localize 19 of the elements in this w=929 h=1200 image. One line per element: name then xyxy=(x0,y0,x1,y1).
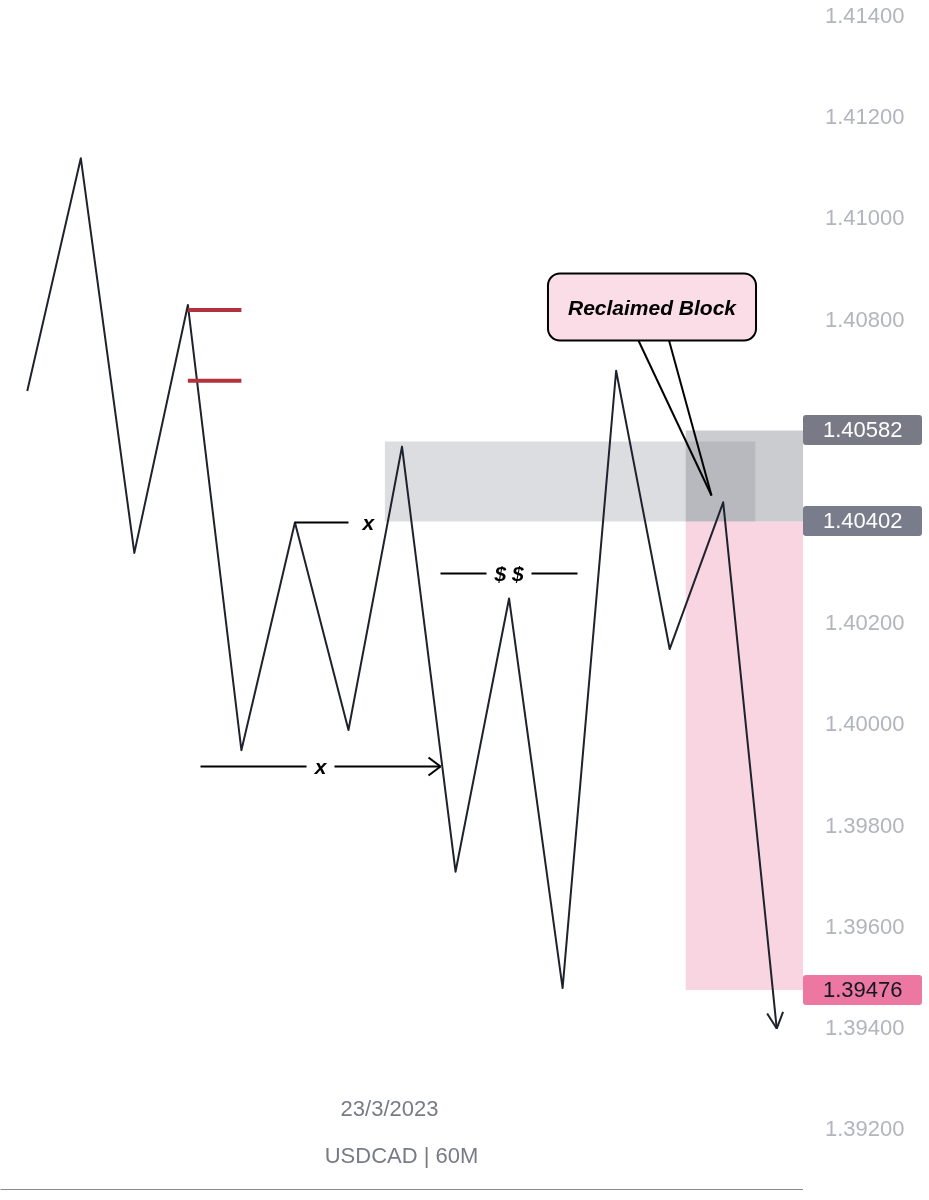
annotation: Reclaimed Block xyxy=(567,295,738,319)
annotation: USDCAD | 60M xyxy=(324,1143,479,1168)
annotation: x xyxy=(313,755,328,778)
y-tick-label: 1.39800 xyxy=(825,812,905,839)
y-tick-label: 1.40200 xyxy=(825,610,905,637)
y-tick-label: 1.39400 xyxy=(825,1015,905,1042)
y-tick-label: 1.41000 xyxy=(825,205,905,232)
series-label: x xyxy=(361,511,376,535)
y-tick-label: 1.39476 xyxy=(803,974,922,1005)
y-tick-label: 1.40402 xyxy=(803,506,922,536)
y-tick-label: 1.39200 xyxy=(825,1116,905,1143)
y-tick-label: 1.39600 xyxy=(825,913,905,940)
annotation: $ $ xyxy=(493,562,524,585)
y-tick-label: 1.41400 xyxy=(825,3,905,29)
y-tick-label: 1.40582 xyxy=(803,414,922,445)
y-tick-label: 1.40000 xyxy=(825,711,905,738)
y-tick-label: 1.40800 xyxy=(825,306,905,333)
y-tick-label: 1.41200 xyxy=(825,104,905,131)
annotation: 23/3/2023 xyxy=(340,1096,439,1121)
